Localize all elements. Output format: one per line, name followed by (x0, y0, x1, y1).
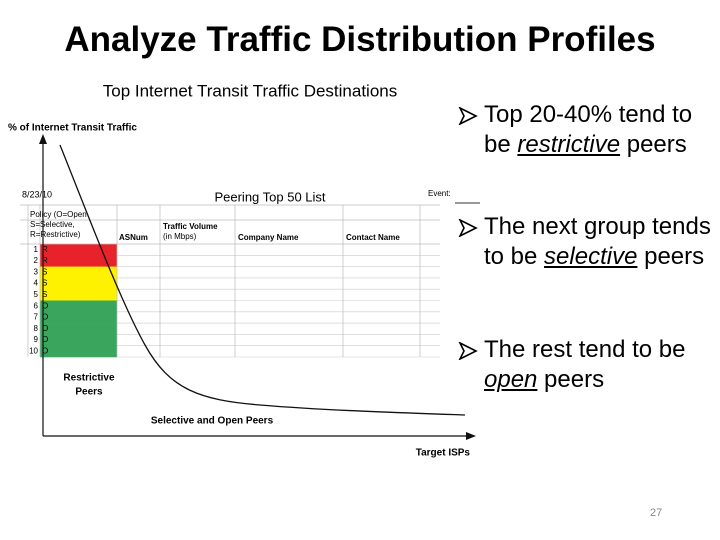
header: ASNum (119, 233, 148, 242)
bullet: The next group tends to be selective pee… (458, 212, 713, 272)
row-number: 1 (34, 245, 39, 254)
row-number: 6 (34, 301, 39, 310)
policy-band (40, 266, 117, 279)
annotation: Selective and Open Peers (151, 416, 274, 427)
row-policy: S (42, 290, 47, 299)
row-policy: R (42, 256, 48, 265)
bullet-marker (458, 107, 478, 125)
bullet-text: peers (537, 366, 605, 393)
header: Company Name (238, 233, 299, 242)
policy-band (40, 311, 117, 324)
bullet-text: restrictive (517, 131, 621, 158)
row-number: 10 (29, 346, 38, 355)
row-number: 8 (34, 324, 39, 333)
event-label: Event: (428, 189, 451, 198)
row-number: 4 (34, 279, 39, 288)
bullet-text: peers (620, 131, 687, 158)
table: Policy (O=OpenS=Selective,R=Restrictive)… (20, 204, 440, 358)
policy-band (40, 244, 117, 256)
row-policy: O (42, 324, 48, 333)
policy-band (40, 300, 117, 313)
annotation: Restrictive (63, 373, 115, 384)
page-number: 27 (650, 507, 663, 519)
list-title: Peering Top 50 List (214, 189, 325, 204)
header: Contact Name (346, 233, 400, 242)
policy-band (40, 277, 117, 290)
header: Policy (O=Open (30, 210, 87, 219)
row-number: 2 (34, 256, 39, 265)
row-policy: S (42, 279, 47, 288)
policy-band (40, 289, 117, 301)
arrow (458, 219, 478, 237)
bullet: Top 20-40% tend to be restrictive peers (458, 100, 713, 160)
x-arrow (466, 432, 476, 440)
row-number: 7 (34, 313, 39, 322)
figure-title: Top Internet Transit Traffic Destination… (103, 81, 398, 100)
header: S=Selective, (30, 220, 75, 229)
header: R=Restrictive) (30, 230, 81, 239)
header: (in Mbps) (163, 232, 197, 241)
row-policy: O (42, 313, 48, 322)
row-number: 9 (34, 335, 39, 344)
policy-band (40, 255, 117, 267)
row-policy: O (42, 335, 48, 344)
policy-band (40, 334, 117, 346)
bullet-text: The rest tend to be (484, 336, 686, 363)
y-arrow (39, 134, 47, 144)
y-axis-label: % of Internet Transit Traffic (8, 123, 137, 134)
bullet-marker (458, 342, 478, 360)
slide-title: Analyze Traffic Distribution Profiles (64, 20, 656, 59)
date: 8/23/10 (22, 189, 52, 199)
row-policy: R (42, 245, 48, 254)
bullet-marker (458, 219, 478, 237)
policy-band (40, 323, 117, 335)
row-number: 3 (34, 267, 39, 276)
row-policy: S (42, 267, 47, 276)
arrow (458, 342, 478, 360)
bullet: The rest tend to be open peers (458, 335, 713, 395)
bullet-text: selective (544, 243, 638, 270)
policy-band (40, 345, 117, 358)
bullet-text: peers (637, 243, 705, 270)
row-number: 5 (34, 290, 39, 299)
header: Traffic Volume (163, 222, 218, 231)
row-policy: O (42, 301, 48, 310)
figure: Top Internet Transit Traffic Destination… (8, 81, 480, 459)
row-policy: O (42, 346, 48, 355)
bullet-text: Top 20-40% tend to be (484, 101, 693, 158)
annotation: Peers (75, 387, 103, 398)
curve (59, 144, 466, 416)
bullet-text: open (484, 366, 538, 393)
arrow (458, 107, 478, 125)
x-axis-label: Target ISPs (416, 448, 471, 459)
bullet-text: The next group tends to be (484, 213, 711, 270)
